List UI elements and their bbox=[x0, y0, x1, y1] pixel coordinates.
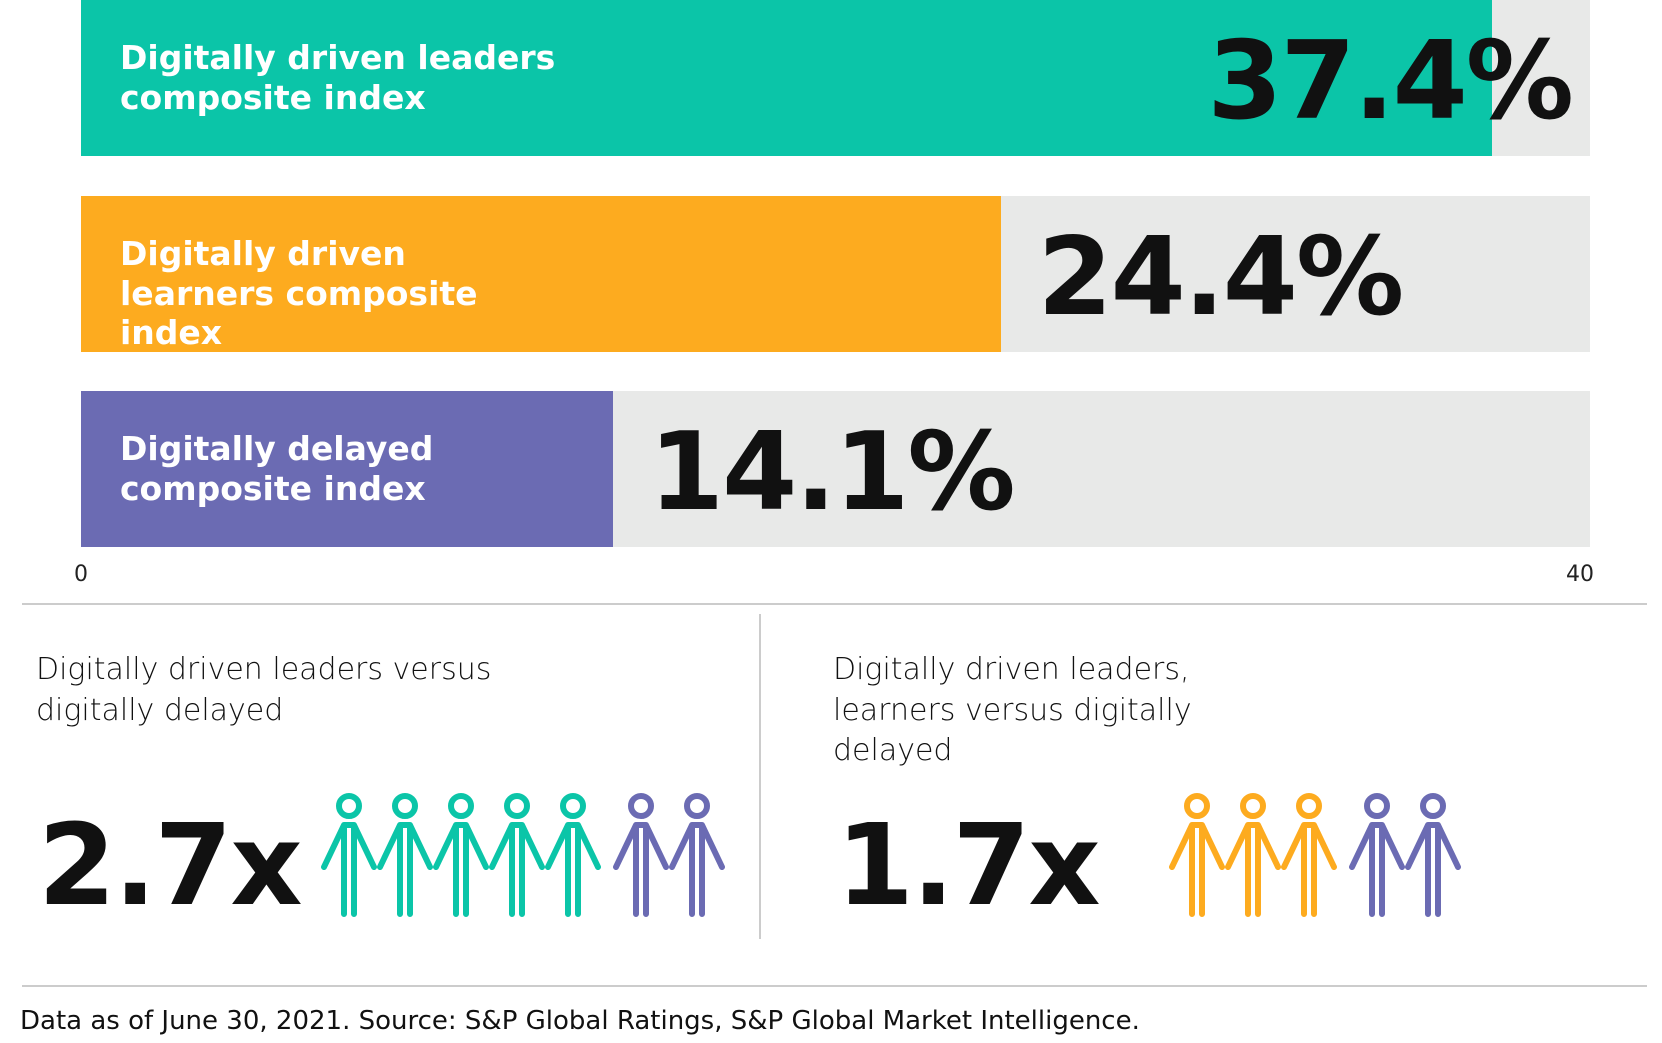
comparison-title: Digitally driven leaders versus digitall… bbox=[36, 652, 492, 728]
bar bbox=[81, 0, 1492, 156]
person-head bbox=[448, 793, 474, 819]
person-head bbox=[392, 793, 418, 819]
person-head bbox=[1184, 793, 1210, 819]
person-icon bbox=[321, 822, 377, 917]
x-tick-label: 0 bbox=[74, 562, 88, 587]
person-head bbox=[1240, 793, 1266, 819]
person-head bbox=[504, 793, 530, 819]
value-label: 24.4% bbox=[1037, 215, 1404, 340]
person-head bbox=[684, 793, 710, 819]
person-icon bbox=[1225, 822, 1281, 917]
person-icon bbox=[545, 822, 601, 917]
category-label: Digitally driven learners composite inde… bbox=[120, 234, 478, 353]
people-icons bbox=[321, 793, 1461, 917]
value-label: 14.1% bbox=[648, 410, 1016, 535]
person-icon bbox=[489, 822, 545, 917]
divider-vertical bbox=[759, 614, 761, 939]
person-icon bbox=[1349, 822, 1405, 917]
person-head bbox=[560, 793, 586, 819]
divider bbox=[22, 985, 1647, 987]
comparison-value: 2.7x bbox=[38, 801, 303, 931]
person-head bbox=[1296, 793, 1322, 819]
category-label: Digitally delayed composite index bbox=[120, 429, 434, 508]
person-icon bbox=[1169, 822, 1225, 917]
person-head bbox=[336, 793, 362, 819]
people-group bbox=[321, 793, 1461, 917]
comparison-title: Digitally driven leaders, learners versu… bbox=[833, 652, 1192, 768]
person-icon bbox=[433, 822, 489, 917]
person-icon bbox=[377, 822, 433, 917]
person-icon bbox=[1281, 822, 1337, 917]
divider bbox=[22, 603, 1647, 605]
comparison-value: 1.7x bbox=[836, 801, 1101, 931]
person-icon bbox=[669, 822, 725, 917]
person-head bbox=[628, 793, 654, 819]
x-tick-label: 40 bbox=[1566, 562, 1594, 587]
category-label: Digitally driven leaders composite index bbox=[120, 38, 556, 117]
person-icon bbox=[613, 822, 669, 917]
bar bbox=[81, 196, 1002, 352]
person-head bbox=[1364, 793, 1390, 819]
person-head bbox=[1420, 793, 1446, 819]
value-label: 37.4% bbox=[1207, 19, 1574, 144]
person-icon bbox=[1405, 822, 1461, 917]
chart: Digitally driven leaders composite index… bbox=[74, 0, 1594, 587]
bar bbox=[81, 391, 613, 547]
footer: Data as of June 30, 2021. Source: S&P Gl… bbox=[20, 1006, 1140, 1036]
